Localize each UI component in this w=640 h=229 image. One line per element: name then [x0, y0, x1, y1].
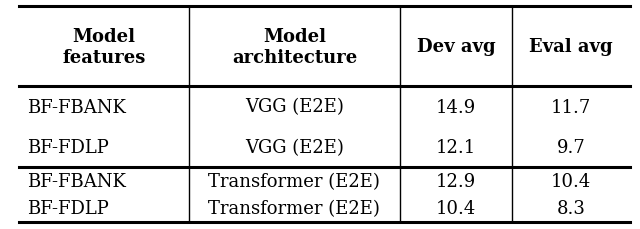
Text: BF-FBANK: BF-FBANK — [27, 172, 125, 190]
Text: Model
features: Model features — [62, 28, 146, 66]
Text: Transformer (E2E): Transformer (E2E) — [209, 172, 380, 190]
Text: BF-FDLP: BF-FDLP — [27, 199, 109, 217]
Text: VGG (E2E): VGG (E2E) — [245, 138, 344, 156]
Text: Transformer (E2E): Transformer (E2E) — [209, 199, 380, 217]
Text: BF-FBANK: BF-FBANK — [27, 98, 125, 116]
Text: 12.1: 12.1 — [436, 138, 476, 156]
Text: 10.4: 10.4 — [551, 172, 591, 190]
Text: Model
architecture: Model architecture — [232, 28, 357, 66]
Text: VGG (E2E): VGG (E2E) — [245, 98, 344, 116]
Text: 10.4: 10.4 — [436, 199, 476, 217]
Text: Eval avg: Eval avg — [529, 38, 613, 56]
Text: 12.9: 12.9 — [436, 172, 476, 190]
Text: BF-FDLP: BF-FDLP — [27, 138, 109, 156]
Text: 14.9: 14.9 — [436, 98, 476, 116]
Text: 8.3: 8.3 — [557, 199, 586, 217]
Text: Dev avg: Dev avg — [417, 38, 495, 56]
Text: 9.7: 9.7 — [557, 138, 586, 156]
Text: 11.7: 11.7 — [551, 98, 591, 116]
